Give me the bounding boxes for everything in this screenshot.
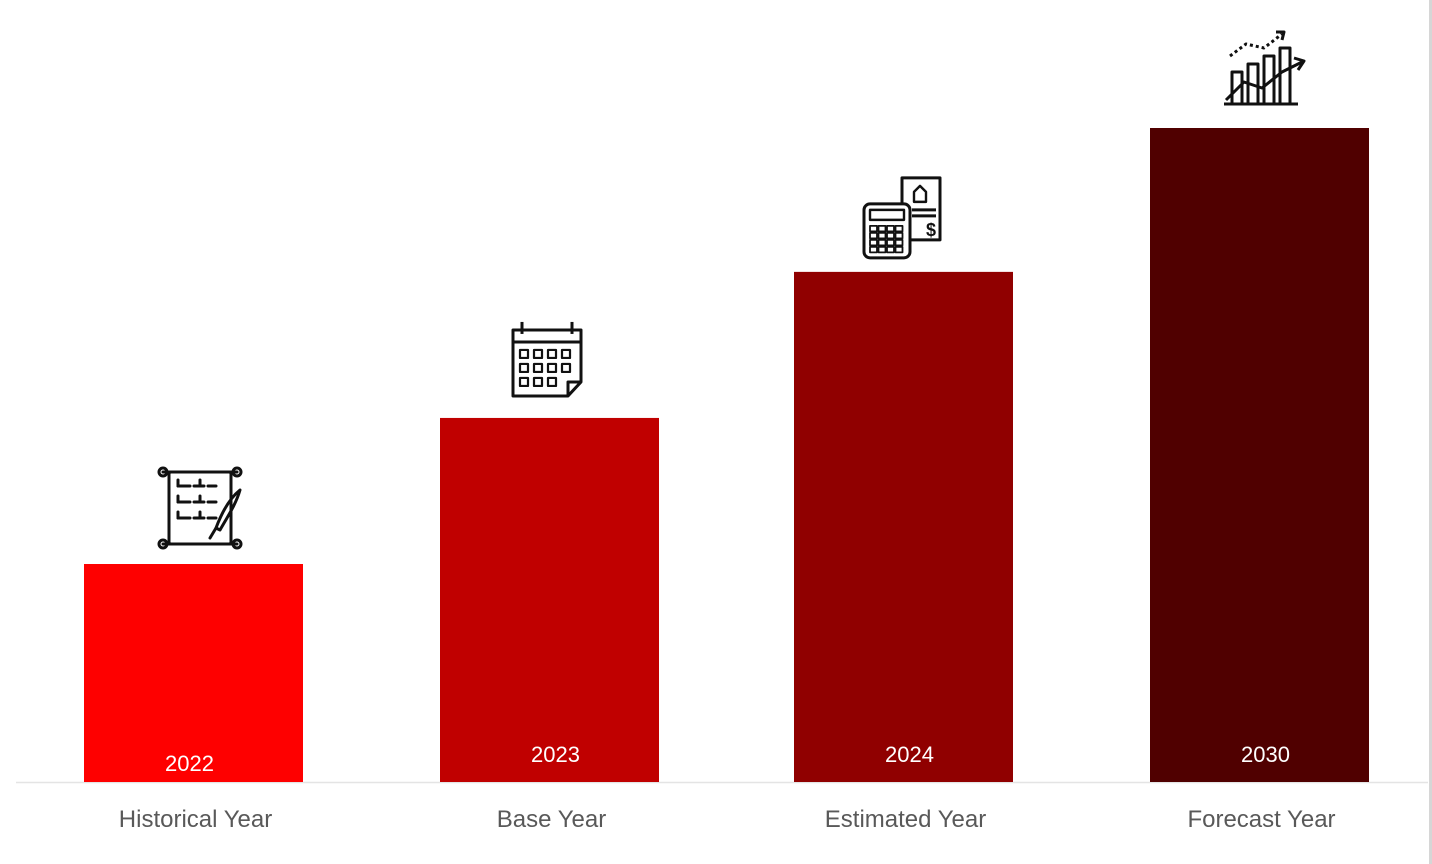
bar-2023 — [440, 417, 659, 782]
bar-2024 — [794, 271, 1013, 782]
x-category-label: Estimated Year — [825, 806, 986, 833]
bar-year-label: 2030 — [1241, 742, 1290, 767]
scroll-quill-icon — [157, 466, 243, 550]
svg-text:$: $ — [926, 220, 936, 240]
calendar-icon — [511, 321, 583, 398]
bars-group — [84, 128, 1369, 782]
bar-2030 — [1150, 128, 1369, 782]
labels-group: 2022 Historical Year 2023 Base Year 2024 Esti… — [119, 742, 1336, 833]
bar-year-label: 2023 — [531, 742, 580, 767]
bar-year-label: 2022 — [165, 751, 214, 776]
bar-2022 — [84, 564, 303, 782]
x-category-label: Historical Year — [119, 806, 272, 833]
icons-group: $ — [157, 30, 1306, 550]
frame-edge — [1429, 0, 1432, 864]
bar-year-label: 2024 — [885, 742, 934, 767]
x-category-label: Base Year — [497, 806, 606, 833]
calculator-invoice-icon: $ — [862, 176, 942, 260]
x-category-label: Forecast Year — [1187, 806, 1335, 833]
growth-chart-icon — [1224, 30, 1306, 106]
